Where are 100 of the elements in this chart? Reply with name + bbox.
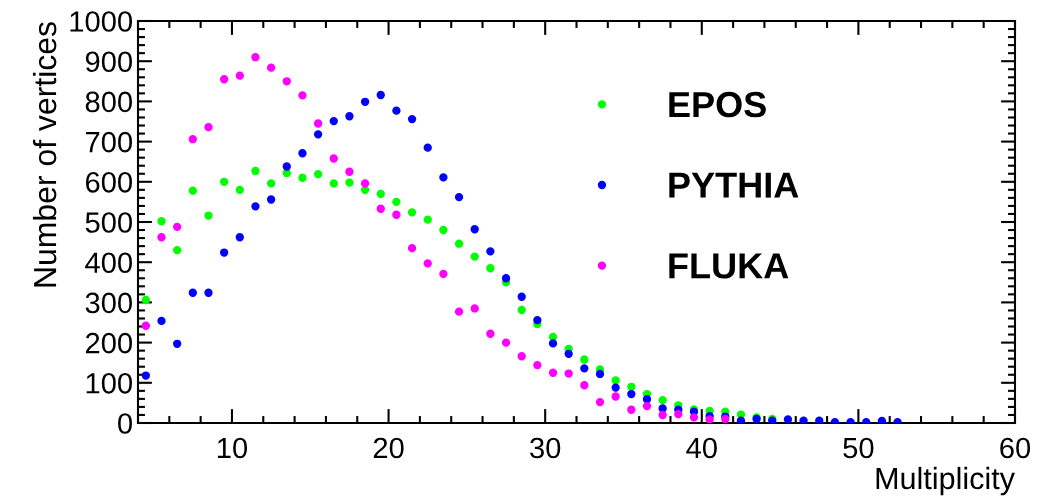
point [517,352,526,361]
legend-label: EPOS [669,91,766,118]
x-axis-title: Multiplicity [876,466,1015,496]
point [235,233,244,242]
point [642,401,652,411]
point [674,409,683,419]
point [157,217,166,226]
y-axis-title: Number of vertices [32,22,57,287]
point [533,315,542,325]
x-tick-label: 50 [843,437,874,459]
x-tick-label: 10 [217,437,248,459]
point [172,339,182,348]
point [313,119,323,128]
point [611,376,620,385]
y-tick-label: 0 [118,413,132,434]
point [329,154,338,163]
point [454,192,464,202]
point [329,116,338,126]
point [877,416,887,423]
point [470,225,479,234]
y-tick-label: 600 [85,172,132,193]
point [407,208,417,217]
point [533,360,542,370]
point [298,91,307,100]
point [658,410,667,420]
point [815,416,824,423]
point [423,259,432,268]
point [627,405,636,414]
point [141,371,150,380]
point [313,130,323,139]
point [689,413,699,422]
point [501,338,511,347]
point [157,316,166,326]
point [219,248,229,257]
point [204,211,213,220]
point [611,392,620,401]
point [188,135,197,144]
x-tick-label: 30 [530,437,561,459]
x-tick-label: 60 [1000,437,1031,459]
point [172,222,182,231]
point [486,329,495,338]
point [360,97,370,106]
point [658,395,667,405]
point [783,415,793,423]
point [251,166,260,176]
point [219,75,229,84]
x-tick-label: 20 [373,437,404,459]
point [454,307,464,316]
y-tick-label: 500 [85,212,132,233]
point [251,53,260,62]
point [345,167,354,176]
point [172,245,182,255]
point [470,252,479,261]
point [360,179,370,188]
point [251,202,260,211]
point [345,178,354,187]
point [376,204,385,213]
x-tick-label: 40 [686,437,717,459]
point [595,369,605,379]
point [595,397,605,407]
point [266,179,276,188]
point [580,355,589,364]
point [486,247,495,256]
point [235,71,244,80]
point [282,77,291,86]
point [439,225,448,235]
point [282,162,291,171]
point [141,321,150,330]
point [580,364,589,373]
point [266,195,276,204]
point [564,369,573,378]
point [313,170,323,179]
point [407,114,417,124]
point [423,143,432,152]
y-tick-label: 300 [85,292,132,314]
y-tick-label: 800 [85,91,132,113]
y-tick-label: 200 [85,332,132,354]
point [517,305,526,315]
point [204,122,213,132]
point [454,239,464,248]
point [439,173,448,182]
point [548,368,558,377]
point [345,112,354,121]
point [157,233,166,242]
point [188,288,197,297]
point [407,243,417,253]
point [392,197,401,207]
point [439,269,448,279]
point [298,173,307,182]
point [188,186,197,195]
point [204,288,213,297]
point [376,189,385,199]
point [564,349,573,359]
point [141,295,150,305]
y-tick-label: 1000 [70,11,132,32]
point [611,383,620,392]
legend-label: PYTHIA [669,172,799,198]
point [501,274,511,283]
point [235,185,244,195]
point [423,215,432,224]
